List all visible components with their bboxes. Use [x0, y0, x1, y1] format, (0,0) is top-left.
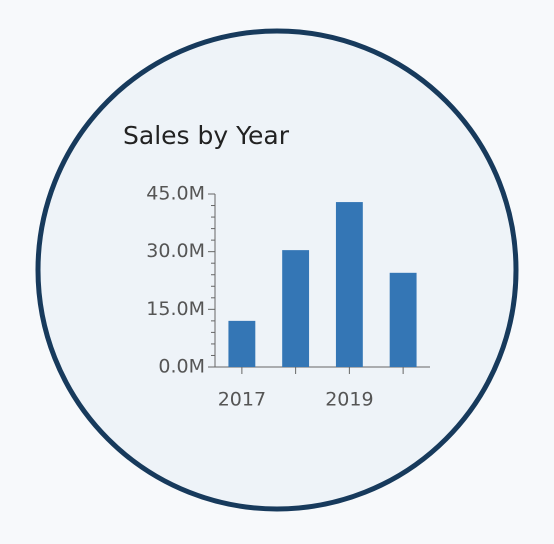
bar: [228, 320, 256, 367]
bar: [389, 272, 417, 367]
chart-title: Sales by Year: [123, 121, 290, 150]
badge-circle: [35, 28, 519, 512]
y-tick-label: 45.0M: [146, 183, 205, 205]
x-tick-label: 2017: [218, 389, 266, 411]
y-tick-label: 15.0M: [146, 298, 205, 320]
y-tick-label: 30.0M: [146, 240, 205, 262]
bar: [335, 202, 363, 367]
bar: [282, 250, 310, 367]
y-tick-label: 0.0M: [158, 356, 205, 378]
x-tick-label: 2019: [325, 389, 373, 411]
